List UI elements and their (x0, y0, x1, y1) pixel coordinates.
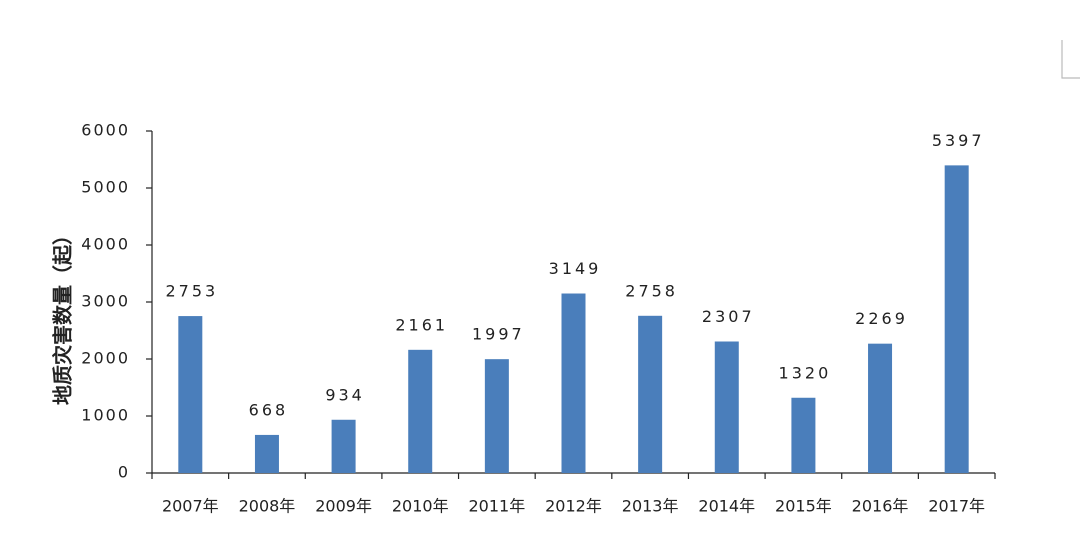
bar (484, 359, 509, 473)
y-tick-label: 2000 (81, 349, 130, 368)
x-tick-label: 2017年 (928, 497, 985, 516)
x-tick-label: 2009年 (315, 497, 372, 516)
y-tick-label: 0 (118, 463, 130, 482)
bar (254, 434, 279, 473)
y-tick-label: 3000 (81, 292, 130, 311)
bar (944, 165, 969, 473)
value-label: 2307 (702, 307, 755, 326)
bar (714, 341, 739, 473)
bar (791, 397, 816, 473)
y-axis-label: 地质灾害数量（起） (51, 225, 75, 405)
x-tick-label: 2007年 (162, 497, 219, 516)
y-tick-label: 1000 (81, 406, 130, 425)
y-tick-label: 4000 (81, 235, 130, 254)
y-tick-label: 5000 (81, 178, 130, 197)
value-label: 934 (325, 385, 365, 404)
y-tick-label: 6000 (81, 121, 130, 140)
value-label: 668 (249, 400, 289, 419)
x-tick-label: 2013年 (622, 497, 679, 516)
value-label: 5397 (932, 131, 985, 150)
value-label: 2753 (165, 282, 218, 301)
x-tick-label: 2014年 (698, 497, 755, 516)
x-tick-label: 2015年 (775, 497, 832, 516)
x-tick-label: 2010年 (392, 497, 449, 516)
x-tick-label: 2011年 (468, 497, 525, 516)
value-label: 1320 (779, 363, 832, 382)
bar (331, 419, 356, 473)
value-label: 2758 (625, 281, 678, 300)
x-tick-label: 2012年 (545, 497, 602, 516)
value-label: 1997 (472, 325, 525, 344)
page-corner (1061, 40, 1080, 79)
bar (178, 316, 203, 473)
value-label: 3149 (549, 259, 602, 278)
bar (561, 293, 586, 473)
bar (868, 343, 893, 473)
value-label: 2161 (395, 315, 448, 334)
bar (408, 349, 433, 473)
bar (638, 315, 663, 473)
x-tick-label: 2016年 (852, 497, 909, 516)
value-label: 2269 (855, 309, 908, 328)
x-tick-label: 2008年 (239, 497, 296, 516)
